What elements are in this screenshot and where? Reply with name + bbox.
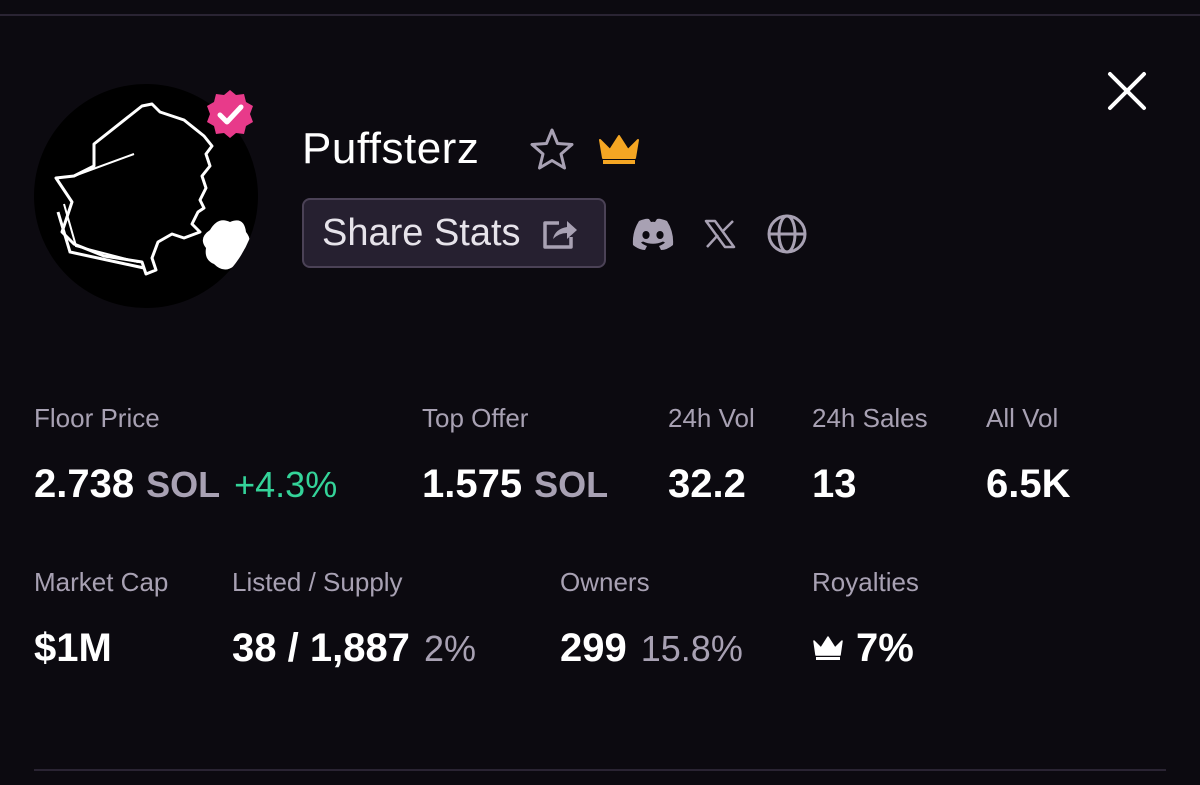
share-icon [542, 221, 577, 249]
discord-link[interactable] [630, 212, 676, 256]
top-offer-value: 1.575 SOL [422, 460, 608, 509]
top-border [0, 14, 1200, 16]
close-icon [1108, 72, 1146, 110]
floor-price-value: 2.738 SOL +4.3% [34, 460, 337, 509]
top-offer-amount: 1.575 [422, 462, 523, 506]
floor-price-label: Floor Price [34, 403, 160, 433]
owners-amount: 299 [560, 626, 627, 670]
sales-24h-label: 24h Sales [812, 403, 928, 433]
owners-percent: 15.8% [640, 628, 743, 669]
vol-24h-value: 32.2 [668, 460, 746, 508]
bottom-divider [34, 769, 1166, 771]
share-stats-label: Share Stats [322, 211, 521, 254]
royalties-amount: 7% [856, 626, 914, 670]
close-button[interactable] [1100, 64, 1154, 118]
crown-icon [599, 135, 639, 164]
share-stats-button[interactable]: Share Stats [302, 198, 606, 268]
listed-supply-value: 38 / 1,887 2% [232, 624, 476, 673]
market-cap-amount: $1M [34, 626, 112, 670]
listed-supply-label: Listed / Supply [232, 567, 403, 597]
verified-badge-icon [207, 90, 253, 138]
x-icon [704, 219, 736, 249]
vol-24h-label: 24h Vol [668, 403, 755, 433]
floor-price-amount: 2.738 [34, 462, 135, 506]
top-offer-label: Top Offer [422, 403, 529, 433]
collection-name: Puffsterz [302, 124, 480, 173]
smoking-silhouette-avatar [54, 102, 250, 276]
x-link[interactable] [700, 212, 740, 256]
royalties-value: 7% [812, 624, 914, 672]
top-offer-unit: SOL [534, 464, 609, 505]
all-vol-label: All Vol [986, 403, 1059, 433]
discord-icon [632, 218, 674, 250]
sales-24h-amount: 13 [812, 462, 857, 506]
market-cap-label: Market Cap [34, 567, 169, 597]
all-vol-amount: 6.5K [986, 462, 1071, 506]
sales-24h-value: 13 [812, 460, 857, 508]
vol-24h-amount: 32.2 [668, 462, 746, 506]
all-vol-value: 6.5K [986, 460, 1071, 508]
owners-value: 299 15.8% [560, 624, 743, 673]
listed-supply-amount: 38 / 1,887 [232, 626, 410, 670]
royalties-label: Royalties [812, 567, 919, 597]
floor-price-change: +4.3% [234, 464, 338, 505]
floor-price-unit: SOL [146, 464, 221, 505]
globe-icon [767, 214, 807, 254]
market-cap-value: $1M [34, 624, 112, 672]
website-link[interactable] [764, 212, 810, 256]
royalty-crown-icon [813, 636, 843, 660]
owners-label: Owners [560, 567, 650, 597]
listed-percent: 2% [423, 628, 476, 669]
favorite-star-icon[interactable] [528, 126, 576, 174]
